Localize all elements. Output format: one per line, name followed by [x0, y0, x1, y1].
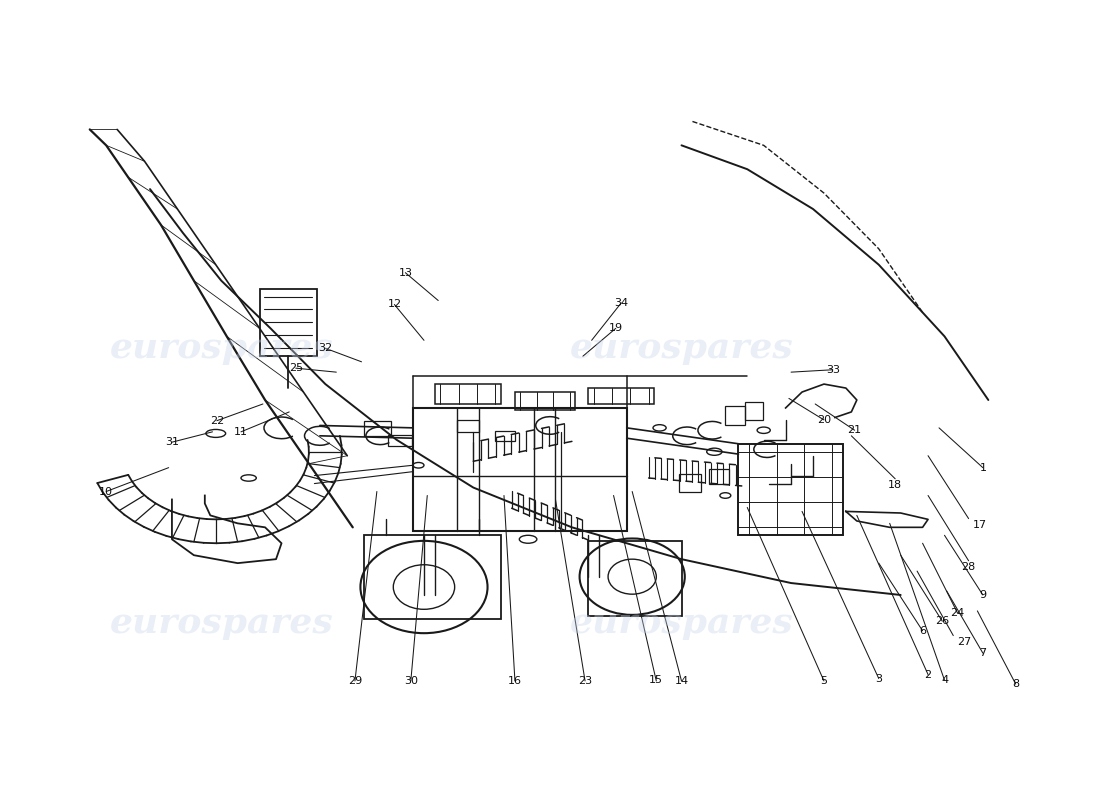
- Text: 34: 34: [614, 298, 628, 308]
- Bar: [388, 435, 411, 446]
- Text: 8: 8: [1012, 679, 1020, 689]
- Text: 6: 6: [920, 626, 926, 636]
- Text: 1: 1: [979, 462, 987, 473]
- Text: 23: 23: [578, 676, 592, 686]
- Text: 19: 19: [608, 323, 623, 334]
- Text: 25: 25: [288, 363, 302, 373]
- Text: 22: 22: [210, 416, 224, 426]
- Text: 33: 33: [826, 365, 839, 374]
- Bar: [260, 289, 317, 356]
- Bar: [680, 474, 701, 491]
- Text: 15: 15: [649, 675, 663, 685]
- Text: 4: 4: [940, 675, 948, 685]
- Text: 29: 29: [348, 676, 362, 686]
- Text: 12: 12: [387, 299, 402, 310]
- Text: 21: 21: [848, 426, 861, 435]
- Bar: [412, 408, 627, 531]
- Bar: [725, 406, 745, 426]
- Text: 14: 14: [674, 676, 689, 686]
- Text: eurospares: eurospares: [570, 331, 793, 366]
- Text: 3: 3: [876, 674, 882, 683]
- Text: 13: 13: [398, 268, 412, 278]
- Text: 31: 31: [165, 437, 179, 447]
- Text: 32: 32: [318, 343, 332, 354]
- Text: 26: 26: [935, 616, 949, 626]
- Text: 30: 30: [404, 676, 418, 686]
- Bar: [708, 470, 728, 483]
- Bar: [456, 420, 478, 432]
- Bar: [364, 535, 500, 619]
- Text: 17: 17: [972, 520, 987, 530]
- Text: 9: 9: [979, 590, 987, 600]
- Text: 2: 2: [924, 670, 932, 679]
- Text: 20: 20: [817, 415, 830, 425]
- Text: 16: 16: [508, 676, 521, 686]
- Text: 11: 11: [234, 427, 248, 437]
- Text: 7: 7: [979, 648, 987, 658]
- Text: 18: 18: [888, 480, 902, 490]
- Bar: [434, 384, 500, 404]
- Bar: [364, 422, 392, 436]
- Text: 27: 27: [957, 637, 971, 647]
- Text: 28: 28: [961, 562, 976, 572]
- Bar: [515, 392, 575, 410]
- Bar: [588, 541, 682, 617]
- Bar: [495, 431, 515, 442]
- Text: 5: 5: [821, 676, 827, 686]
- Text: 10: 10: [99, 486, 113, 497]
- Text: 24: 24: [950, 608, 965, 618]
- Text: eurospares: eurospares: [109, 331, 333, 366]
- Bar: [588, 388, 654, 404]
- Text: eurospares: eurospares: [109, 606, 333, 640]
- Bar: [738, 444, 843, 535]
- Bar: [745, 402, 762, 420]
- Text: eurospares: eurospares: [570, 606, 793, 640]
